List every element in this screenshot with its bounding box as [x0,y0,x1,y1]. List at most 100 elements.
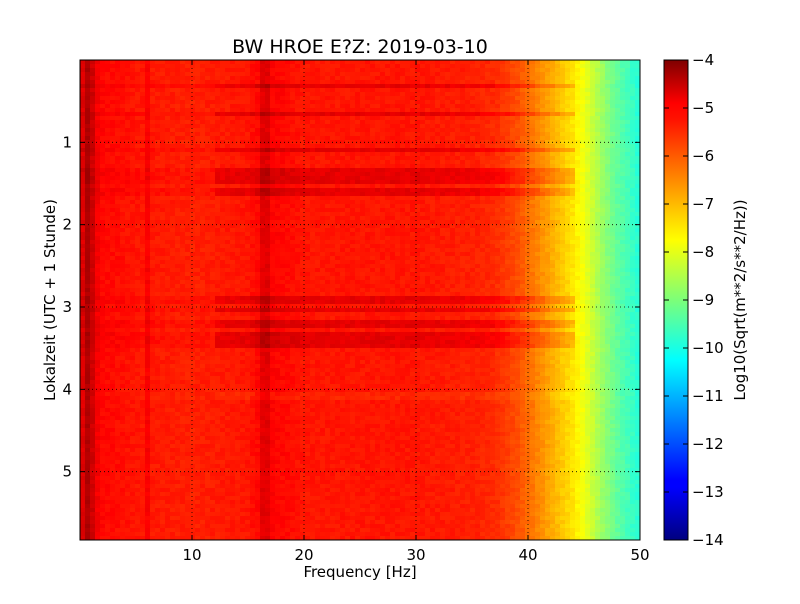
heatmap-cell [280,188,286,193]
heatmap-cell [100,64,106,69]
heatmap-cell [495,212,501,217]
heatmap-cell [105,104,111,109]
spectrogram-image [80,60,641,541]
heatmap-cell [625,152,631,157]
heatmap-cell [510,92,516,97]
heatmap-cell [135,200,141,205]
heatmap-cell [630,216,636,221]
heatmap-cell [95,232,101,237]
heatmap-cell [445,112,451,117]
heatmap-cell [485,104,491,109]
heatmap-cell [185,184,191,189]
heatmap-cell [285,228,291,233]
heatmap-cell [400,116,406,121]
heatmap-cell [130,108,136,113]
heatmap-cell [490,80,496,85]
heatmap-cell [400,84,406,89]
heatmap-cell [350,76,356,81]
heatmap-cell [350,196,356,201]
heatmap-cell [355,188,361,193]
heatmap-cell [130,116,136,121]
heatmap-cell [585,220,591,225]
heatmap-cell [590,84,596,89]
heatmap-cell [160,104,166,109]
heatmap-cell [90,92,96,97]
heatmap-cell [490,132,496,137]
heatmap-cell [540,172,546,177]
heatmap-cell [95,236,101,241]
heatmap-cell [520,156,526,161]
heatmap-cell [90,60,96,65]
heatmap-cell [310,104,316,109]
heatmap-cell [185,96,191,101]
heatmap-cell [385,172,391,177]
heatmap-cell [630,180,636,185]
heatmap-cell [240,160,246,165]
heatmap-cell [570,204,576,209]
heatmap-cell [475,188,481,193]
heatmap-cell [160,128,166,133]
heatmap-cell [595,76,601,81]
heatmap-cell [370,92,376,97]
heatmap-cell [340,164,346,169]
heatmap-cell [530,64,536,69]
heatmap-cell [540,204,546,209]
heatmap-cell [175,208,181,213]
heatmap-cell [200,200,206,205]
heatmap-cell [290,112,296,117]
heatmap-cell [530,68,536,73]
heatmap-cell [280,200,286,205]
heatmap-cell [480,176,486,181]
heatmap-cell [155,132,161,137]
heatmap-cell [260,92,266,97]
heatmap-cell [605,84,611,89]
heatmap-cell [345,140,351,145]
heatmap-cell [150,160,156,165]
heatmap-cell [215,92,221,97]
heatmap-cell [170,124,176,129]
heatmap-cell [115,108,121,113]
heatmap-cell [185,120,191,125]
heatmap-cell [620,72,626,77]
heatmap-cell [430,108,436,113]
heatmap-cell [200,128,206,133]
heatmap-cell [535,84,541,89]
heatmap-cell [250,88,256,93]
heatmap-cell [165,92,171,97]
heatmap-cell [295,132,301,137]
heatmap-cell [125,160,131,165]
heatmap-cell [375,84,381,89]
heatmap-cell [160,100,166,105]
heatmap-cell [560,124,566,129]
heatmap-cell [585,128,591,133]
heatmap-cell [605,76,611,81]
heatmap-cell [605,100,611,105]
heatmap-cell [190,184,196,189]
heatmap-cell [100,96,106,101]
heatmap-cell [450,156,456,161]
heatmap-cell [245,236,251,241]
heatmap-cell [245,216,251,221]
heatmap-cell [470,132,476,137]
heatmap-cell [360,228,366,233]
heatmap-cell [315,204,321,209]
heatmap-cell [300,120,306,125]
heatmap-cell [475,124,481,129]
heatmap-cell [300,152,306,157]
heatmap-cell [90,224,96,229]
heatmap-cell [465,212,471,217]
heatmap-cell [365,152,371,157]
heatmap-cell [100,196,106,201]
heatmap-cell [110,152,116,157]
heatmap-cell [185,172,191,177]
heatmap-cell [375,236,381,241]
heatmap-cell [510,208,516,213]
heatmap-cell [200,232,206,237]
heatmap-cell [190,108,196,113]
heatmap-cell [185,220,191,225]
heatmap-cell [605,128,611,133]
heatmap-cell [160,224,166,229]
heatmap-cell [465,60,471,65]
heatmap-cell [120,116,126,121]
heatmap-cell [220,124,226,129]
